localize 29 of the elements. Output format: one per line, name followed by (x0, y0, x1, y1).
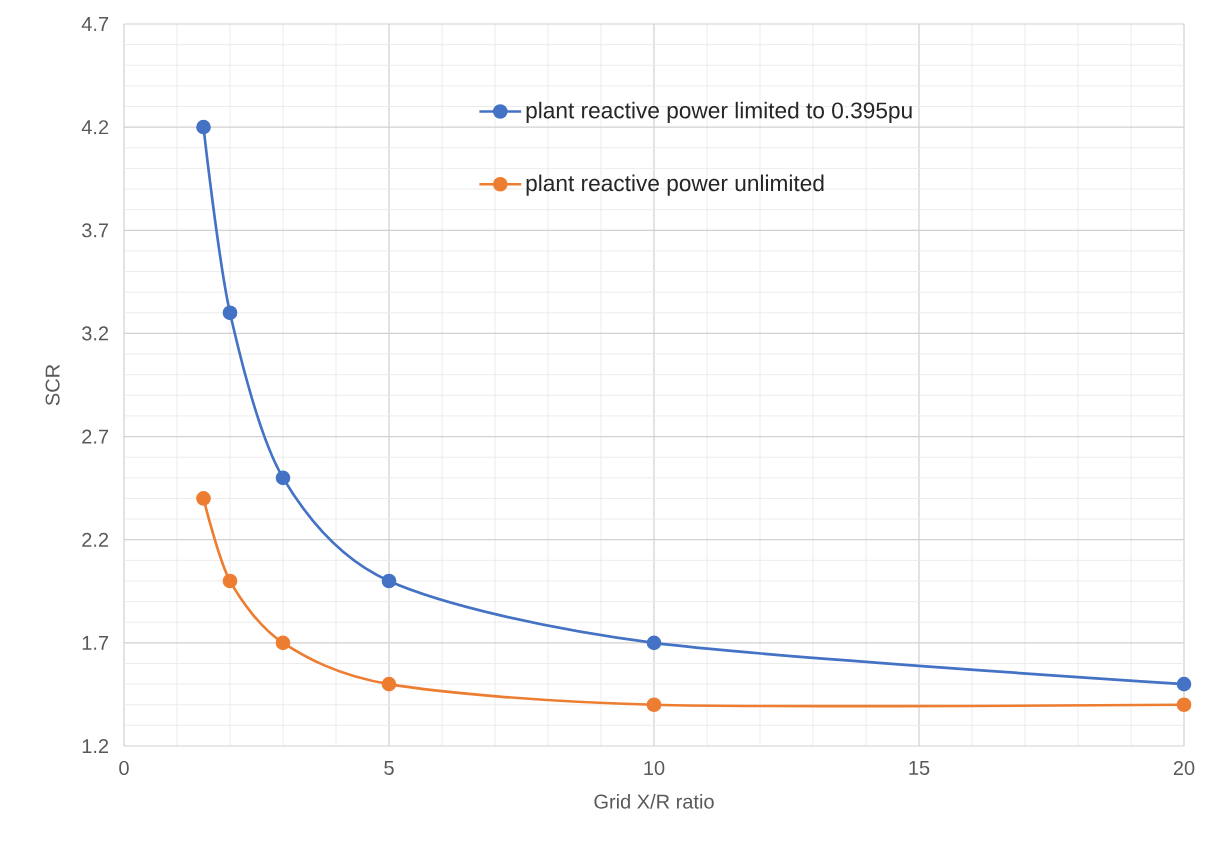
y-tick-label: 1.2 (82, 739, 109, 753)
point (1176, 697, 1192, 713)
point (196, 491, 211, 506)
point (381, 573, 397, 589)
x-tick-label: 5 (384, 760, 394, 775)
y-tick-label: 3.7 (82, 223, 109, 238)
y-tick-label: 4.7 (81, 17, 109, 31)
point (196, 119, 211, 135)
point (275, 635, 291, 651)
point (381, 676, 397, 692)
x-tick-label: 10 (644, 760, 665, 776)
y-tick-label: 4.2 (81, 120, 109, 135)
legend-label: plant reactive power unlimited (526, 174, 824, 196)
y-axis-title: SCR (45, 364, 60, 406)
point (222, 573, 238, 589)
x-axis-title: Grid X/R ratio (594, 794, 714, 809)
legend-label: plant reactive power limited to 0.395pu (526, 101, 912, 123)
point (275, 470, 291, 486)
y-tick-label: 2.7 (82, 429, 109, 444)
point (1176, 676, 1192, 692)
point (646, 697, 662, 713)
x-tick-label: 20 (1173, 760, 1195, 776)
y-tick-label: 1.7 (82, 635, 109, 650)
y-tick-label: 2.2 (82, 532, 109, 547)
point (646, 635, 662, 651)
x-tick-label: 0 (119, 760, 129, 776)
point (222, 305, 238, 321)
x-tick-label: 15 (909, 760, 930, 775)
y-tick-label: 3.2 (82, 326, 109, 341)
